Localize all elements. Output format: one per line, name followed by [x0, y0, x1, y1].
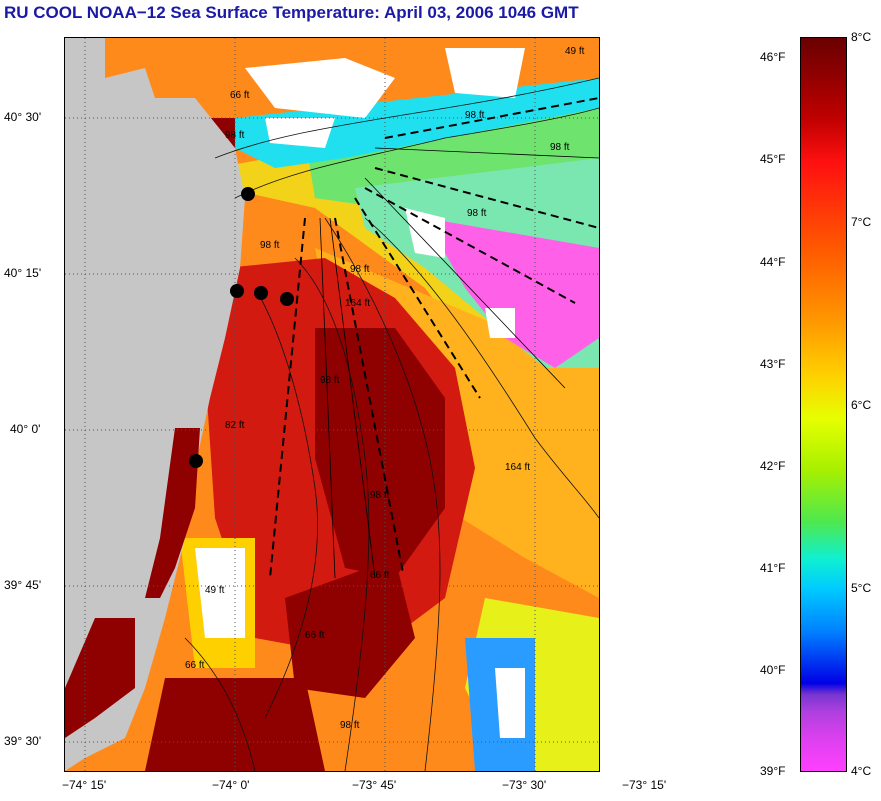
sst-region-cyan-north: [235, 78, 599, 168]
station-dot[interactable]: [280, 292, 294, 306]
depth-label: 98 ft: [340, 720, 360, 731]
cloud-north-3: [445, 48, 525, 98]
cloud-bay: [195, 548, 245, 638]
station-dot[interactable]: [241, 187, 255, 201]
sst-coastal-strip-south: [65, 618, 135, 738]
colorbar-c-label: 8°C: [851, 30, 872, 44]
depth-label: 66 ft: [305, 630, 325, 641]
cloud-north-1: [245, 58, 395, 118]
lat-label: 40° 30': [4, 110, 42, 124]
station-dot[interactable]: [230, 284, 244, 298]
lon-label: −74° 0': [212, 778, 250, 792]
station-dot[interactable]: [189, 454, 203, 468]
depth-label: 98 ft: [370, 490, 390, 501]
sst-region-magenta-east: [425, 218, 599, 368]
depth-label: 98 ft: [467, 208, 487, 219]
chart-title: RU COOL NOAA−12 Sea Surface Temperature:…: [4, 3, 579, 22]
colorbar-f-label: 45°F: [760, 152, 786, 166]
sst-coastal-strip: [145, 428, 200, 598]
lon-label: −73° 15': [622, 778, 667, 792]
bathymetry-contours: [184, 77, 599, 771]
depth-labels: 49 ft 66 ft 98 ft 98 ft 98 ft 98 ft 164 …: [185, 46, 585, 731]
station-markers: [189, 187, 294, 468]
colorbar-f-label: 44°F: [760, 255, 786, 269]
station-dot[interactable]: [254, 286, 268, 300]
depth-label: 82 ft: [225, 420, 245, 431]
depth-label: 66 ft: [185, 660, 205, 671]
colorbar-c-label: 6°C: [851, 398, 872, 412]
colorbar-c-label: 7°C: [851, 215, 872, 229]
colorbar-f-label: 41°F: [760, 561, 786, 575]
lon-label: −74° 15': [62, 778, 107, 792]
depth-label: 98 ft: [465, 110, 485, 121]
temperature-colorbar: [800, 37, 847, 772]
lon-label: −73° 45': [352, 778, 397, 792]
survey-lines-dashed: [269, 97, 599, 579]
depth-label: 66 ft: [370, 570, 390, 581]
survey-lines-thin: [319, 147, 599, 579]
lat-label: 40° 15': [4, 266, 42, 280]
cloud-east: [485, 308, 515, 338]
cloud-north-4: [405, 208, 445, 258]
colorbar-f-label: 40°F: [760, 663, 786, 677]
depth-label: 98 ft: [550, 142, 570, 153]
sst-region-darkred-south: [285, 558, 415, 698]
cloud-north-2: [265, 118, 335, 148]
sst-map[interactable]: 49 ft 66 ft 98 ft 98 ft 98 ft 98 ft 164 …: [64, 37, 600, 772]
sst-map-svg: 49 ft 66 ft 98 ft 98 ft 98 ft 98 ft 164 …: [65, 38, 599, 771]
depth-label: 164 ft: [505, 462, 530, 473]
depth-label: 49 ft: [205, 585, 225, 596]
depth-label: 49 ft: [565, 46, 585, 57]
colorbar-f-label: 43°F: [760, 357, 786, 371]
colorbar-c-label: 4°C: [851, 764, 872, 778]
depth-label: 98 ft: [320, 375, 340, 386]
lat-label: 39° 30': [4, 734, 42, 748]
lon-label: −73° 30': [502, 778, 547, 792]
depth-label: 98 ft: [260, 240, 280, 251]
land-new-jersey: [65, 38, 245, 771]
colorbar-f-label: 39°F: [760, 764, 786, 778]
depth-label: 164 ft: [345, 298, 370, 309]
grid-lines: [65, 38, 599, 771]
lat-label: 39° 45': [4, 578, 42, 592]
depth-label: 66 ft: [230, 90, 250, 101]
depth-label: 98 ft: [225, 130, 245, 141]
colorbar-c-label: 5°C: [851, 581, 872, 595]
colorbar-f-label: 46°F: [760, 50, 786, 64]
lat-label: 40° 0': [10, 422, 41, 436]
colorbar-f-label: 42°F: [760, 459, 786, 473]
depth-label: 98 ft: [350, 264, 370, 275]
cloud-south: [495, 668, 525, 738]
sst-region-darkred-southwest: [145, 678, 325, 771]
